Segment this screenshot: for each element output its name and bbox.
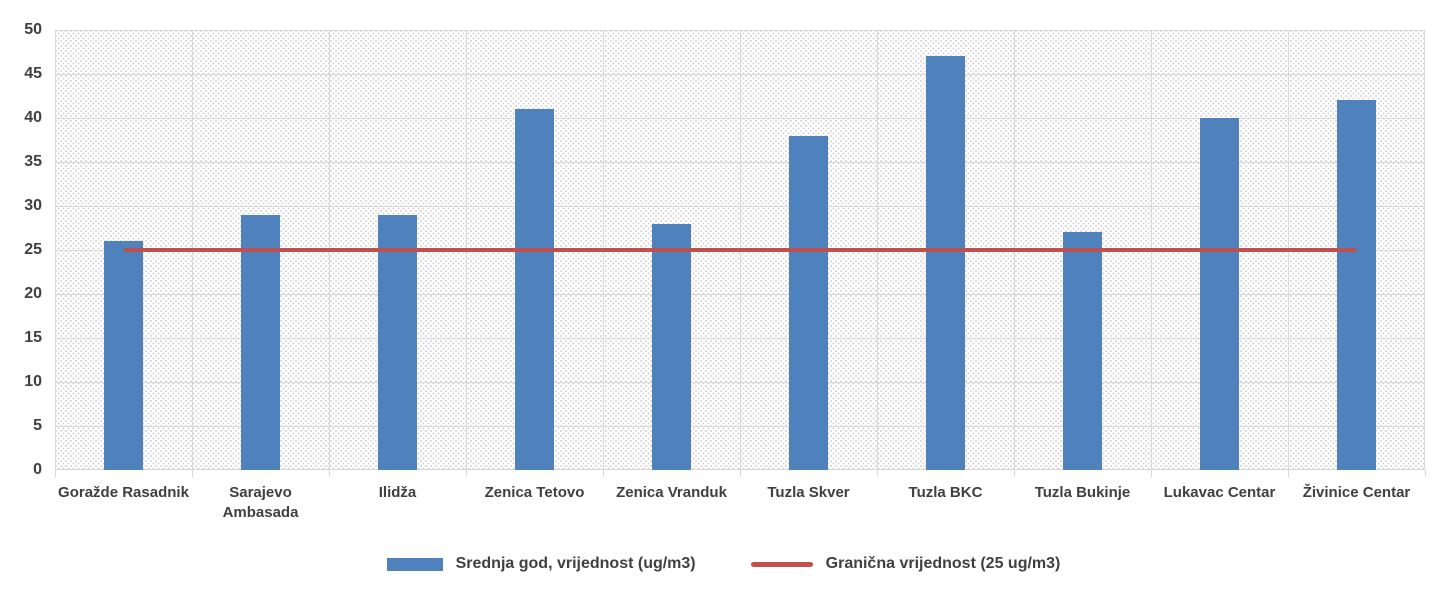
x-axis-tick-mark (1151, 470, 1152, 477)
x-axis-tick-mark (603, 470, 604, 477)
x-axis-category-label: Zenica Vranduk (616, 484, 727, 501)
y-axis-tick-label: 15 (24, 329, 42, 346)
legend-line-label: Granična vrijednost (25 ug/m3) (825, 555, 1061, 572)
bar-živinice-centar (1337, 100, 1376, 470)
y-axis-tick-label: 0 (33, 461, 42, 478)
legend-bar-swatch (386, 557, 443, 571)
x-axis-category-label: Ilidža (378, 484, 417, 501)
x-axis-category-label: Živinice Centar (1302, 484, 1411, 501)
x-axis-category-label: Zenica Tetovo (484, 484, 585, 501)
x-axis-tick-mark (1425, 470, 1426, 477)
legend-item-bar-series: Srednja god, vrijednost (ug/m3) (386, 555, 696, 573)
bar-zenica-vranduk (652, 223, 691, 470)
x-axis-tick-mark (1288, 470, 1289, 477)
legend-line-swatch (750, 561, 813, 567)
bar-tuzla-skver (789, 135, 828, 470)
x-axis-tick-mark (192, 470, 193, 477)
x-axis-category-label: Lukavac Centar (1163, 484, 1276, 501)
y-axis-tick-label: 45 (24, 65, 42, 82)
bar-ilidža (378, 214, 417, 470)
x-axis-category-label: Goražde Rasadnik (58, 484, 189, 501)
x-axis-tick-mark (55, 470, 56, 477)
y-axis-tick-label: 40 (24, 109, 42, 126)
legend-bar-label: Srednja god, vrijednost (ug/m3) (455, 555, 696, 572)
limit-line (123, 248, 1357, 252)
y-axis-tick-label: 25 (24, 241, 42, 258)
x-axis-category-label: Sarajevo Ambasada (222, 484, 299, 521)
bar-zenica-tetovo (515, 109, 554, 470)
y-axis-tick-label: 20 (24, 285, 42, 302)
x-axis-tick-mark (740, 470, 741, 477)
x-axis-tick-mark (329, 470, 330, 477)
bar-goražde-rasadnik (104, 241, 143, 470)
x-axis-category-label: Tuzla Bukinje (1034, 484, 1131, 501)
x-axis-tick-mark (466, 470, 467, 477)
y-axis-tick-label: 10 (24, 373, 42, 390)
x-axis-tick-mark (1014, 470, 1015, 477)
y-axis-tick-label: 35 (24, 153, 42, 170)
legend: Srednja god, vrijednost (ug/m3) Granična… (0, 555, 1447, 573)
bar-tuzla-bukinje (1063, 232, 1102, 470)
bar-sarajevo-ambasada (241, 214, 280, 470)
y-axis-tick-label: 30 (24, 197, 42, 214)
bar-tuzla-bkc (926, 56, 965, 470)
x-axis-category-label: Tuzla Skver (767, 484, 850, 501)
x-axis-tick-mark (877, 470, 878, 477)
legend-item-line-series: Granična vrijednost (25 ug/m3) (750, 555, 1061, 573)
y-axis-tick-label: 50 (24, 21, 42, 38)
x-axis-category-label: Tuzla BKC (908, 484, 983, 501)
y-axis-tick-label: 5 (33, 417, 42, 434)
bar-lukavac-centar (1200, 118, 1239, 470)
